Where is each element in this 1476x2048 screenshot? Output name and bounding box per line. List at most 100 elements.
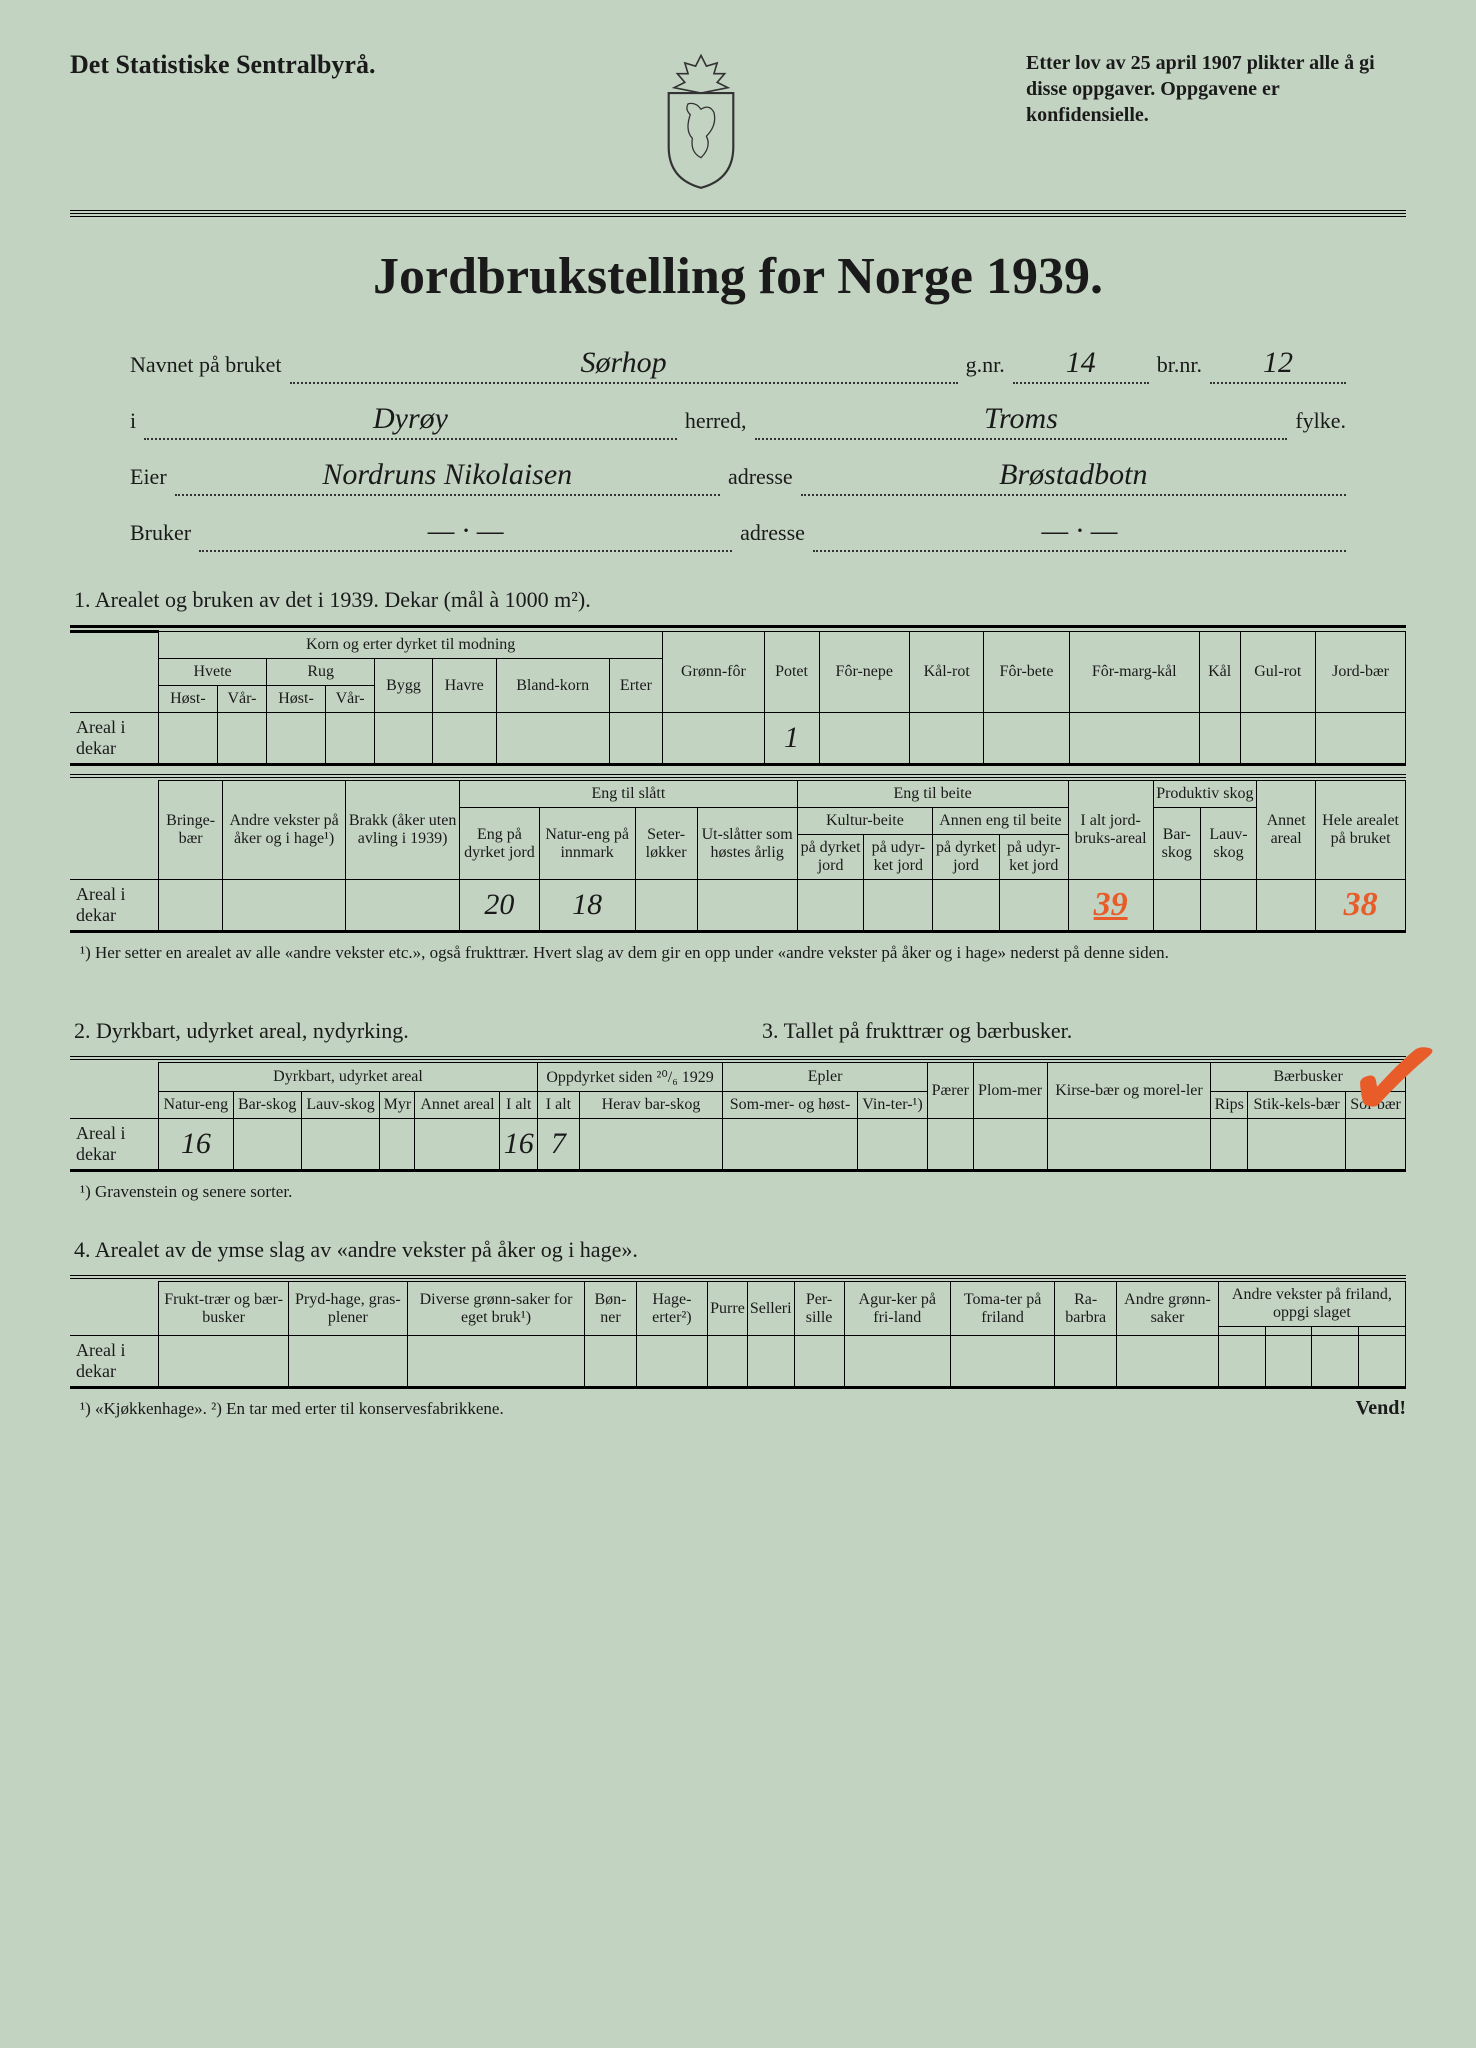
th: Fôr-nepe [819, 632, 910, 713]
field-brnr: 12 [1210, 346, 1346, 384]
th: Agur-ker på fri-land [844, 1282, 950, 1336]
cell [1316, 713, 1406, 765]
th: Havre [432, 659, 496, 713]
cell [984, 713, 1069, 765]
th: Kål [1199, 632, 1240, 713]
cell [585, 1336, 636, 1388]
cell [1248, 1119, 1346, 1171]
cell [928, 1119, 973, 1171]
th: Epler [723, 1063, 928, 1092]
cell [950, 1336, 1054, 1388]
cell: 16 [159, 1119, 234, 1171]
th: Vår- [217, 686, 266, 713]
th: Bar-skog [233, 1092, 301, 1119]
vend-label: Vend! [1356, 1397, 1406, 1420]
cell [708, 1336, 748, 1388]
th: Erter [609, 659, 663, 713]
label-herred: herred, [685, 408, 747, 434]
th: Ut-slåtter som høstes årlig [697, 808, 797, 880]
cell [159, 880, 223, 932]
cell: 1 [764, 713, 819, 765]
th [1265, 1327, 1312, 1336]
field-bruker-adresse: — · — [813, 514, 1346, 552]
th: Kål-rot [910, 632, 984, 713]
cell [1069, 713, 1199, 765]
cell [1218, 1336, 1265, 1388]
th: Bland-korn [496, 659, 609, 713]
th: Som-mer- og høst- [723, 1092, 858, 1119]
page-title: Jordbrukstelling for Norge 1939. [70, 247, 1406, 306]
cell [223, 880, 346, 932]
th: I alt jord-bruks-areal [1068, 781, 1153, 880]
th: Eng til slått [460, 781, 798, 808]
th: Produktiv skog [1153, 781, 1256, 808]
cell [267, 713, 326, 765]
label-eier: Eier [130, 464, 167, 490]
cell [973, 1119, 1047, 1171]
label-adresse1: adresse [728, 464, 793, 490]
table-1a: Korn og erter dyrket til modning Grønn-f… [70, 630, 1406, 766]
label-bruker: Bruker [130, 520, 191, 546]
th: I alt [500, 1092, 538, 1119]
th: Toma-ter på friland [950, 1282, 1054, 1336]
th: Selleri [747, 1282, 794, 1336]
section1-title: 1. Arealet og bruken av det i 1939. Deka… [74, 587, 1406, 613]
th: Plom-mer [973, 1063, 1047, 1119]
field-navnet: Sørhop [290, 346, 958, 384]
th: Bringe-bær [159, 781, 223, 880]
th: på dyrket jord [797, 835, 864, 880]
th: på dyrket jord [933, 835, 1000, 880]
field-gnr: 14 [1013, 346, 1149, 384]
th: I alt [538, 1092, 580, 1119]
cell [325, 713, 374, 765]
th: Grønn-fôr [663, 632, 764, 713]
th: Hvete [159, 659, 267, 686]
coat-of-arms-icon [646, 50, 756, 190]
field-eier-adresse: Brøstadbotn [801, 458, 1346, 496]
th: Purre [708, 1282, 748, 1336]
section4-title: 4. Arealet av de ymse slag av «andre vek… [74, 1237, 1406, 1263]
cell [910, 713, 984, 765]
cell [1211, 1119, 1248, 1171]
cell [1265, 1336, 1312, 1388]
cell [1047, 1119, 1211, 1171]
row-label: Areal i dekar [70, 1336, 159, 1388]
cell [794, 1336, 844, 1388]
section3-title: 3. Tallet på frukttrær og bærbusker. [762, 1018, 1406, 1044]
th: Myr [380, 1092, 415, 1119]
cell [1199, 713, 1240, 765]
cell [609, 713, 663, 765]
th: Rug [267, 659, 375, 686]
cell [496, 713, 609, 765]
th: Høst- [267, 686, 326, 713]
cell: 7 [538, 1119, 580, 1171]
label-brnr: br.nr. [1157, 352, 1202, 378]
cell [933, 880, 1000, 932]
th [1312, 1327, 1359, 1336]
th: Annet areal [1257, 781, 1316, 880]
th: Natur-eng på innmark [539, 808, 635, 880]
cell [999, 880, 1068, 932]
row-label: Areal i dekar [70, 713, 159, 765]
field-herred: Dyrøy [144, 402, 677, 440]
cell [1200, 880, 1256, 932]
th: Brakk (åker uten avling i 1939) [346, 781, 460, 880]
cell [697, 880, 797, 932]
row-label: Areal i dekar [70, 880, 159, 932]
cell: 20 [460, 880, 540, 932]
cell-red: 38 [1316, 880, 1406, 932]
th-grain: Korn og erter dyrket til modning [159, 632, 663, 659]
th: Andre vekster på friland, oppgi slaget [1218, 1282, 1405, 1327]
th: Lauv-skog [1200, 808, 1256, 880]
th: Bar-skog [1153, 808, 1200, 880]
th: Annen eng til beite [933, 808, 1068, 835]
cell [747, 1336, 794, 1388]
cell [857, 1119, 927, 1171]
section2-title: 2. Dyrkbart, udyrket areal, nydyrking. [74, 1018, 718, 1044]
cell [415, 1119, 500, 1171]
cell [663, 713, 764, 765]
cell [1153, 880, 1200, 932]
th: Eng til beite [797, 781, 1068, 808]
cell-red: 39 [1068, 880, 1153, 932]
th: Rips [1211, 1092, 1248, 1119]
